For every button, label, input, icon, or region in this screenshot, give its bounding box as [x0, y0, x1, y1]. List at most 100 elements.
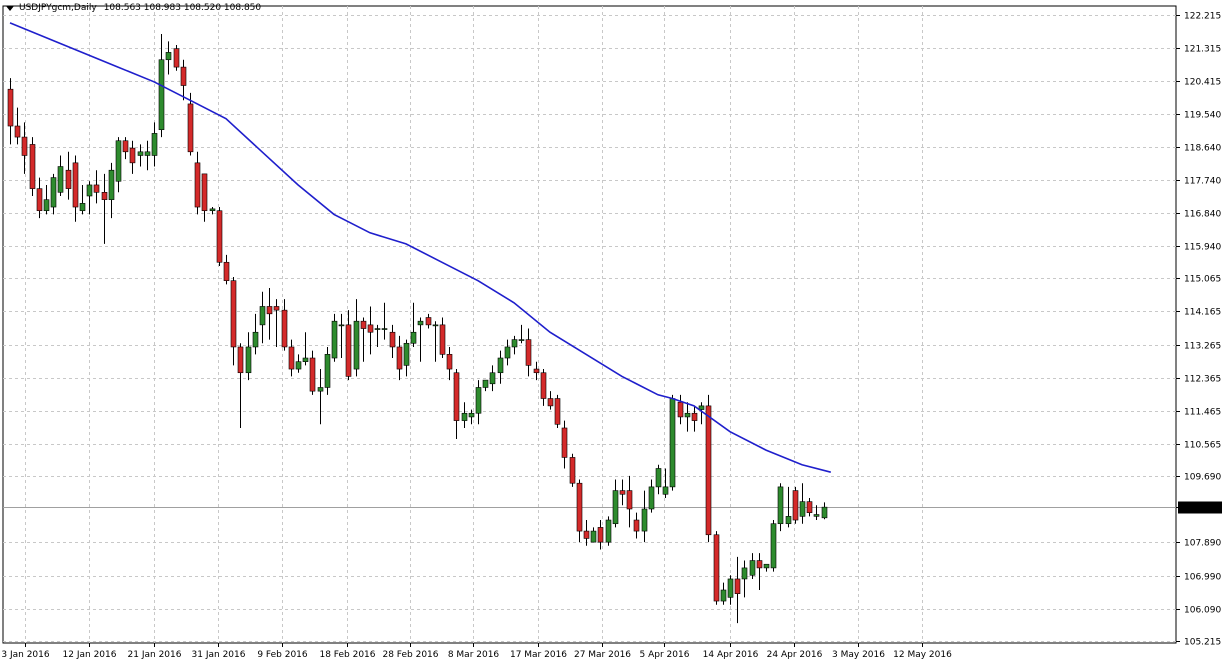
candle-body: [353, 320, 360, 370]
candle-body: [86, 184, 93, 197]
candle-body: [396, 346, 403, 370]
candle-body: [21, 136, 28, 156]
candle-body: [461, 412, 468, 421]
candle-body: [259, 306, 266, 326]
y-tick-label: 109.690: [1184, 473, 1221, 483]
candle-body: [137, 151, 144, 156]
candle-body: [281, 309, 288, 348]
candle-body: [497, 357, 504, 374]
candle-body: [626, 490, 633, 510]
candle-body: [165, 52, 172, 61]
y-tick-label: 114.165: [1184, 308, 1221, 318]
candle-body: [345, 324, 352, 377]
candle-body: [209, 208, 216, 212]
candle-body: [561, 427, 568, 458]
symbol-label: USDJPYgcm,Daily: [19, 3, 97, 13]
candle-body: [93, 184, 100, 193]
candle-body: [525, 339, 532, 366]
candle-body: [151, 133, 158, 156]
y-tick-label: 117.740: [1184, 177, 1221, 187]
candle-body: [158, 59, 165, 131]
candle-body: [317, 387, 324, 392]
candle-body: [417, 320, 424, 326]
candle-body: [425, 317, 432, 326]
candle-body: [777, 486, 784, 525]
x-tick-label: 12 Jan 2016: [63, 650, 117, 660]
candle-body: [360, 320, 367, 329]
y-tick-label: 112.365: [1184, 375, 1221, 385]
candle-body: [741, 567, 748, 580]
candle-body: [144, 151, 151, 156]
candle-body: [576, 482, 583, 532]
candle-body: [533, 368, 540, 374]
candle-body: [641, 508, 648, 532]
candle-body: [403, 342, 410, 366]
x-tick-label: 17 Mar 2016: [510, 650, 567, 660]
x-tick-label: 8 Mar 2016: [448, 650, 500, 660]
candle-body: [410, 331, 417, 344]
x-tick-label: 12 May 2016: [893, 650, 952, 660]
candle-body: [7, 88, 14, 127]
candle-body: [230, 280, 237, 348]
y-tick-label: 106.990: [1184, 573, 1221, 583]
y-tick-label: 115.940: [1184, 243, 1221, 253]
x-tick-label: 31 Jan 2016: [192, 650, 246, 660]
candle-body: [389, 331, 396, 348]
candle-body: [597, 527, 604, 543]
candle-body: [108, 169, 115, 200]
candle-body: [57, 166, 64, 193]
candle-body: [785, 516, 792, 525]
candle-body: [619, 490, 626, 495]
y-tick-label: 118.640: [1184, 144, 1221, 154]
candle-body: [705, 405, 712, 536]
candle-body: [309, 357, 316, 392]
candle-body: [187, 103, 194, 153]
candle-body: [677, 401, 684, 418]
y-tick-label: 113.265: [1184, 342, 1221, 352]
candle-body: [331, 320, 338, 359]
x-tick-label: 9 Feb 2016: [257, 650, 308, 660]
candle-body: [65, 169, 72, 189]
candle-body: [518, 339, 525, 341]
x-tick-label: 18 Feb 2016: [319, 650, 375, 660]
candle-body: [749, 560, 756, 576]
candle-body: [43, 199, 50, 212]
y-tick-label: 105.215: [1184, 638, 1221, 648]
candle-body: [569, 457, 576, 484]
candle-body: [381, 328, 388, 330]
y-tick-label: 106.090: [1184, 606, 1221, 616]
candle-body: [453, 372, 460, 421]
y-tick-label: 120.415: [1184, 78, 1221, 88]
candle-body: [691, 412, 698, 421]
candle-body: [655, 468, 662, 488]
candle-body: [806, 501, 813, 513]
candle-body: [583, 530, 590, 539]
candle-body: [482, 379, 489, 388]
candle-body: [547, 398, 554, 407]
y-tick-label: 119.540: [1184, 111, 1221, 121]
candle-body: [237, 346, 244, 374]
y-tick-label: 110.565: [1184, 441, 1221, 451]
candle-body: [72, 162, 79, 208]
candle-body: [713, 534, 720, 602]
candle-body: [727, 578, 734, 598]
candle-body: [302, 357, 309, 362]
candle-body: [122, 140, 129, 153]
candle-body: [295, 361, 302, 370]
current-price-label: 108.850: [1181, 504, 1218, 514]
candle-body: [684, 412, 691, 418]
candle-body: [763, 563, 770, 569]
candle-body: [173, 48, 180, 68]
candle-body: [266, 306, 273, 315]
candle-body: [432, 324, 439, 327]
x-tick-label: 3 Jan 2016: [1, 650, 49, 660]
dropdown-triangle-icon[interactable]: [6, 5, 14, 11]
candle-body: [36, 188, 43, 212]
candle-body: [504, 346, 511, 359]
candle-body: [367, 324, 374, 333]
candle-body: [756, 560, 763, 569]
candle-body: [792, 490, 799, 521]
candle-body: [554, 398, 561, 425]
